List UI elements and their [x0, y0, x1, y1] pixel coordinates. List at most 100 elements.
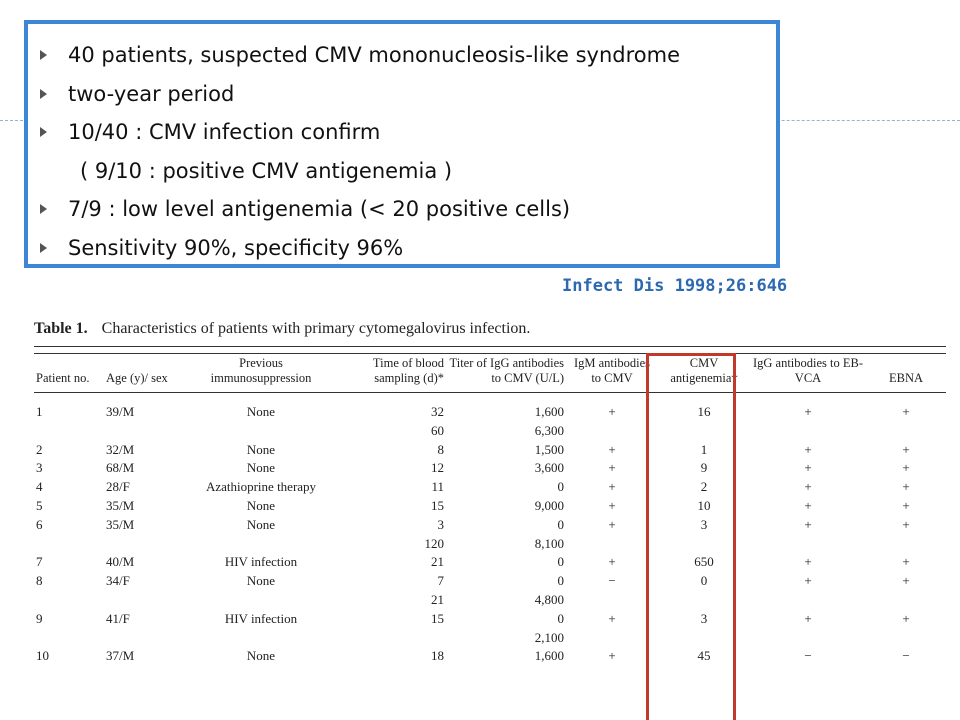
table-cell — [750, 591, 866, 610]
table-cell: 120 — [424, 535, 445, 551]
table-cell: 3 — [700, 516, 708, 532]
table-title: Characteristics of patients with primary… — [101, 320, 531, 337]
table-cell — [34, 422, 104, 441]
bullet-list: 40 patients, suspected CMV mononucleosis… — [28, 24, 776, 267]
table-cell: + — [608, 516, 616, 532]
table-cell — [866, 629, 946, 648]
table-cell: 0 — [557, 554, 565, 570]
table-cell: + — [804, 497, 812, 513]
bullet-text: 7/9 : low level antigenemia (< 20 positi… — [68, 197, 571, 221]
table-cell: 0 — [557, 516, 565, 532]
table-cell: + — [608, 479, 616, 495]
table-cell: + — [608, 610, 616, 626]
table-cell — [186, 422, 336, 441]
table-row: 10 37/M None 18 1,600 +45 − − — [34, 647, 946, 666]
table-cell: 10 — [697, 497, 711, 513]
table-cell: + — [804, 479, 812, 495]
table-cell: 3,600 — [534, 460, 564, 476]
table-cell: 32/M — [106, 441, 135, 457]
table-cell — [866, 535, 946, 554]
table-cell: 6 — [36, 516, 43, 532]
table-row: 7 40/M HIV infection 21 0 +650 + + — [34, 553, 946, 572]
table-cell: + — [608, 554, 616, 570]
table-cell: − — [804, 648, 812, 664]
table-cell: HIV infection — [224, 554, 298, 570]
table-row: 9 41/F HIV infection 15 0 +3 + + — [34, 610, 946, 629]
table-cell: 8 — [437, 441, 445, 457]
table-cell: 2 — [700, 479, 708, 495]
column-header: EBNA — [866, 353, 946, 393]
table-cell — [866, 591, 946, 610]
summary-box: 40 patients, suspected CMV mononucleosis… — [24, 20, 780, 268]
table-cell: + — [902, 554, 910, 570]
bullet-item: two-year period — [28, 75, 776, 114]
table-cell: 18 — [431, 648, 444, 664]
table-cell: 15 — [431, 497, 444, 513]
table-cell: 16 — [697, 404, 711, 419]
table-cell: 1 — [700, 441, 708, 457]
table-cell: 6,300 — [534, 422, 564, 438]
column-header: CMV antigenemia† — [658, 353, 750, 393]
table-cell: 10 — [36, 648, 49, 664]
table-cell: 3 — [36, 460, 43, 476]
table-cell: 34/F — [106, 573, 130, 589]
table-cell: + — [902, 441, 910, 457]
table-row: 6 35/M None 3 0 +3 + + — [34, 516, 946, 535]
triangle-bullet-icon — [40, 242, 47, 253]
table-cell: 35/M — [106, 516, 135, 532]
table-cell: 39/M — [106, 404, 135, 419]
table-cell — [658, 629, 750, 648]
bullet-text: Sensitivity 90%, specificity 96% — [68, 235, 404, 260]
table-cell: None — [246, 460, 276, 476]
table-cell — [104, 422, 186, 441]
table-cell: None — [246, 404, 276, 419]
table-cell — [566, 422, 658, 441]
table-cell: 32 — [431, 404, 444, 419]
bullet-text: 40 patients, suspected CMV mononucleosis… — [68, 43, 680, 67]
table-cell: + — [804, 610, 812, 626]
table-cell: + — [804, 441, 812, 457]
table-cell: 37/M — [106, 648, 135, 664]
table-row: 2 32/M None 8 1,500 +1 + + — [34, 441, 946, 460]
bullet-item: 7/9 : low level antigenemia (< 20 positi… — [28, 190, 776, 229]
table-cell: 4 — [36, 479, 43, 495]
table-cell: 2 — [36, 441, 43, 457]
triangle-bullet-icon — [40, 204, 47, 214]
bullet-text: 10/40 : CMV infection confirm — [68, 120, 381, 144]
table-cell: − — [902, 648, 910, 664]
table-section: Table 1. Characteristics of patients with… — [34, 320, 946, 666]
table-cell: + — [902, 497, 910, 513]
column-header: Titer of IgG antibodies to CMV (U/L) — [446, 353, 566, 393]
table-row: 3 68/M None 12 3,600 +9 + + — [34, 459, 946, 478]
table-cell: 9 — [36, 610, 43, 626]
table-cell — [658, 422, 750, 441]
table-row: 1 39/M None 32 1,600 +16 + + — [34, 393, 946, 422]
table-cell — [866, 422, 946, 441]
table-row: 4 28/F Azathioprine therapy 11 0 +2 + + — [34, 478, 946, 497]
table-row: 2,100 — [34, 629, 946, 648]
table-cell: − — [608, 573, 616, 589]
table-cell — [34, 535, 104, 554]
table-cell: 1,600 — [534, 404, 564, 419]
table-cell: 12 — [431, 460, 444, 476]
column-header: IgG antibodies to EB-VCA — [750, 353, 866, 393]
column-header: Previous immunosuppression — [186, 353, 336, 393]
table-cell: 2,100 — [534, 629, 564, 645]
bullet-item: ( 9/10 : positive CMV antigenemia ) — [28, 152, 776, 191]
table-cell: 5 — [36, 497, 43, 513]
table-cell: 15 — [431, 610, 444, 626]
table-cell: 35/M — [106, 497, 135, 513]
table-cell — [186, 535, 336, 554]
table-cell: + — [608, 404, 616, 419]
triangle-bullet-icon — [40, 88, 47, 99]
table-cell: 40/M — [106, 554, 135, 570]
table-cell: + — [804, 554, 812, 570]
table-cell — [566, 629, 658, 648]
table-cell: + — [608, 497, 616, 513]
bullet-item: 40 patients, suspected CMV mononucleosis… — [28, 36, 776, 75]
table-cell: None — [246, 573, 276, 589]
table-cell: 8 — [36, 573, 43, 589]
table-row: 5 35/M None 15 9,000 +10 + + — [34, 497, 946, 516]
column-header: Age (y)/ sex — [104, 353, 186, 393]
table-cell: 0 — [557, 610, 565, 626]
